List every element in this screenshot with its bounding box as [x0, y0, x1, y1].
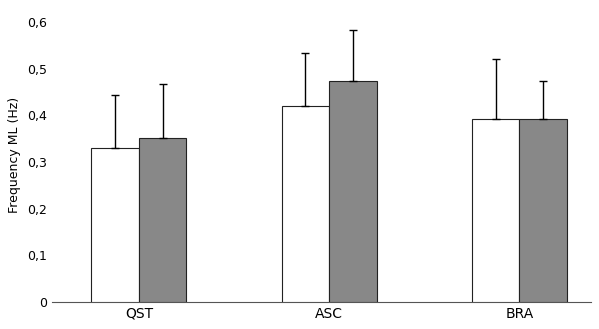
Bar: [92, 148, 139, 302]
Bar: [472, 119, 519, 302]
Y-axis label: Frequency ML (Hz): Frequency ML (Hz): [8, 97, 22, 213]
Bar: [139, 138, 186, 302]
Bar: [282, 106, 329, 302]
Bar: [329, 82, 377, 302]
Bar: [519, 119, 567, 302]
